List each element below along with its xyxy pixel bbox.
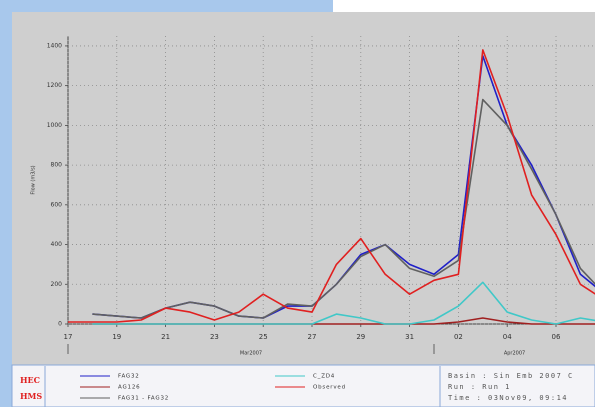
- side-strip: [0, 0, 12, 407]
- y-axis-label: Flow (m3/s): [31, 165, 37, 194]
- y-tick-label: 600: [51, 201, 63, 208]
- x-tick-label: 04: [503, 333, 512, 341]
- y-tick-label: 1200: [47, 82, 62, 89]
- y-tick-label: 800: [51, 162, 63, 169]
- x-tick-label: 27: [308, 333, 317, 341]
- series-line: [92, 281, 595, 325]
- title-strip: [0, 0, 333, 12]
- x-tick-label: 02: [454, 333, 463, 341]
- legend-label: AG126: [118, 385, 140, 391]
- x-tick-label: 06: [552, 333, 561, 341]
- legend-panel: [11, 364, 595, 407]
- legend-label: FAG32: [118, 374, 140, 380]
- y-tick-label: 0: [58, 321, 62, 328]
- logo: HMS: [20, 391, 42, 401]
- info-line: Run : Run 1: [448, 383, 511, 391]
- logo: HEC: [20, 375, 40, 385]
- info-line: Basin : Sin Emb 2007 C: [448, 372, 574, 380]
- series-line: [92, 98, 595, 319]
- month-label: Mar2007: [240, 351, 262, 357]
- x-tick-label: 19: [112, 333, 121, 341]
- series-line: [68, 49, 595, 323]
- x-tick-label: 25: [259, 333, 268, 341]
- legend-label: C_ZD4: [313, 374, 335, 380]
- x-tick-label: 29: [356, 333, 365, 341]
- x-tick-label: 21: [161, 333, 170, 341]
- legend-label: Observed: [313, 385, 346, 391]
- info-line: Time : 03Nov09, 09:14: [448, 394, 568, 402]
- y-tick-label: 1000: [47, 122, 62, 129]
- x-tick-label: 31: [405, 333, 414, 341]
- y-tick-label: 400: [51, 241, 63, 248]
- y-tick-label: 1400: [47, 42, 62, 49]
- x-tick-label: 17: [64, 333, 73, 341]
- legend-label: FAG31 - FAG32: [118, 396, 169, 402]
- month-label: Apr2007: [504, 351, 525, 357]
- y-tick-label: 200: [51, 281, 63, 288]
- x-tick-label: 23: [210, 333, 219, 341]
